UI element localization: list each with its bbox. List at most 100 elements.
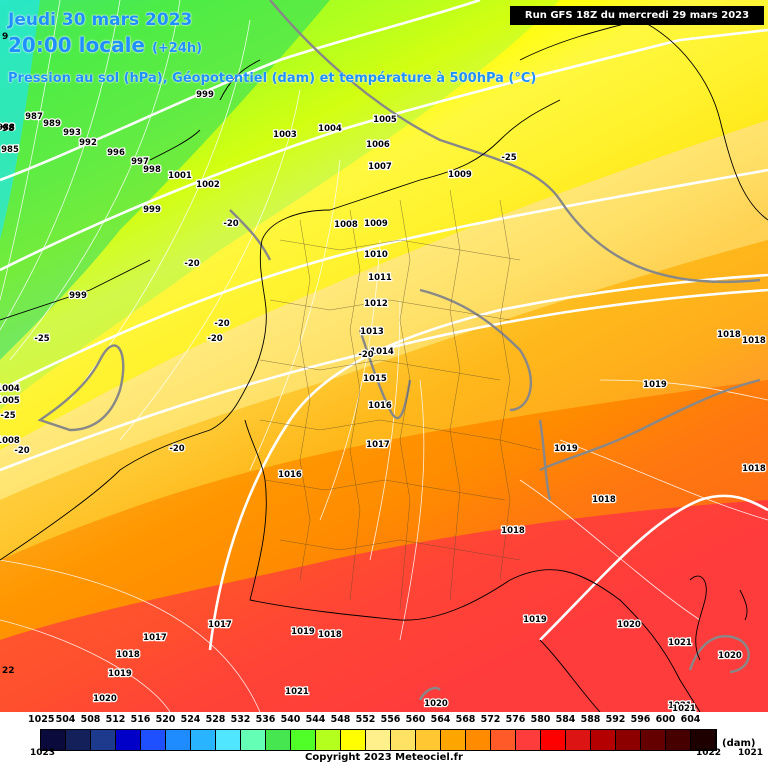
pressure-label: 1001	[168, 171, 192, 181]
pressure-label: 1018	[116, 650, 140, 660]
department-borders	[259, 189, 541, 611]
pressure-label: 1013	[360, 327, 384, 337]
copyright: Copyright 2023 Meteociel.fr	[305, 752, 463, 763]
forecast-date: Jeudi 30 mars 2023	[8, 10, 193, 30]
pressure-label: 1015	[363, 374, 387, 384]
band-red	[0, 500, 768, 712]
temperature-label: -20	[207, 334, 222, 344]
temperature-label: -20	[358, 350, 373, 360]
temperature-label: -25	[0, 411, 15, 421]
legend-swatch	[291, 730, 316, 750]
coastlines	[0, 19, 768, 712]
band-green	[0, 0, 330, 360]
pressure-label: 1020	[424, 699, 448, 709]
temperature-label: -25	[34, 334, 49, 344]
legend-value: 580	[530, 714, 551, 725]
legend-swatch	[391, 730, 416, 750]
temperature-label: -20	[14, 446, 29, 456]
pressure-label: 1020	[93, 694, 117, 704]
pressure-label: 1019	[291, 627, 315, 637]
pressure-label: 1017	[208, 620, 232, 630]
legend-swatch	[516, 730, 541, 750]
temperature-label: -20	[223, 219, 238, 229]
pressure-label: 993	[63, 128, 81, 138]
pressure-label: 988	[0, 123, 15, 133]
legend-swatch	[141, 730, 166, 750]
legend-value: 532	[230, 714, 251, 725]
pressure-label: 992	[79, 138, 97, 148]
pressure-label: 985	[1, 145, 19, 155]
pressure-label: 1008	[334, 220, 358, 230]
legend-value: 516	[130, 714, 151, 725]
band-yellow	[0, 0, 768, 450]
edge-label-left-side: 22	[2, 666, 15, 676]
legend-swatch	[116, 730, 141, 750]
pressure-label: 1020	[718, 651, 742, 661]
pressure-label: 1005	[0, 396, 20, 406]
pressure-label: 999	[69, 291, 87, 301]
legend-value: 540	[280, 714, 301, 725]
legend-unit: (dam)	[722, 738, 756, 749]
legend-swatch	[591, 730, 616, 750]
geopotential-lines	[0, 0, 768, 651]
legend-swatch	[316, 730, 341, 750]
legend-value: 544	[305, 714, 326, 725]
legend-swatch	[366, 730, 391, 750]
legend-value: 560	[405, 714, 426, 725]
temperature-label: -20	[184, 259, 199, 269]
legend-value: 576	[505, 714, 526, 725]
pressure-label: 1005	[373, 115, 397, 125]
legend-swatch	[666, 730, 691, 750]
pressure-label: 1016	[278, 470, 302, 480]
legend-value: 528	[205, 714, 226, 725]
pressure-label: 1021	[285, 687, 309, 697]
pressure-label: 1018	[501, 526, 525, 536]
legend-value: 1025	[28, 714, 55, 725]
pressure-label: 998	[143, 165, 161, 175]
pressure-label: 999	[196, 90, 214, 100]
legend-value: 600	[655, 714, 676, 725]
pressure-label: 1018	[742, 336, 766, 346]
legend-swatch	[216, 730, 241, 750]
band-orange-light	[0, 240, 768, 560]
pressure-label: 1021	[668, 638, 692, 648]
pressure-label: 1008	[0, 436, 20, 446]
legend-swatch	[91, 730, 116, 750]
legend-value: 548	[330, 714, 351, 725]
legend-swatch	[266, 730, 291, 750]
band-cyan	[0, 0, 40, 240]
temperature-lines	[37, 0, 761, 701]
pressure-label: 1019	[554, 444, 578, 454]
run-info: Run GFS 18Z du mercredi 29 mars 2023	[510, 6, 764, 25]
temperature-label: -20	[214, 319, 229, 329]
pressure-label: 987	[25, 112, 43, 122]
forecast-time-text: 20:00 locale	[8, 33, 145, 57]
pressure-label: 1018	[717, 330, 741, 340]
band-pale	[0, 120, 768, 500]
pressure-label: 1017	[143, 633, 167, 643]
legend-swatch	[241, 730, 266, 750]
edge-label-bottom-right-a: 1021	[738, 748, 764, 758]
band-orange	[0, 380, 768, 640]
pressure-label: 1004	[0, 384, 20, 394]
legend-value: 524	[180, 714, 201, 725]
legend-swatch	[616, 730, 641, 750]
legend-value: 604	[680, 714, 701, 725]
legend-swatch	[466, 730, 491, 750]
legend-swatch	[341, 730, 366, 750]
legend-value: 584	[555, 714, 576, 725]
edge-label-bottom-left: 1023	[30, 748, 56, 758]
pressure-label: 999	[143, 205, 161, 215]
edge-label-left-top: 98	[2, 124, 15, 134]
legend-swatch	[641, 730, 666, 750]
color-legend: 1025 504 508 512 516 520 524 528 532 536 540 544 548…	[0, 712, 768, 768]
pressure-label: 1019	[108, 669, 132, 679]
pressure-label: 1014	[370, 347, 394, 357]
legend-value: 512	[105, 714, 126, 725]
legend-swatch	[691, 730, 716, 750]
legend-value: 536	[255, 714, 276, 725]
legend-swatch	[566, 730, 591, 750]
legend-value: 596	[630, 714, 651, 725]
legend-value: 572	[480, 714, 501, 725]
